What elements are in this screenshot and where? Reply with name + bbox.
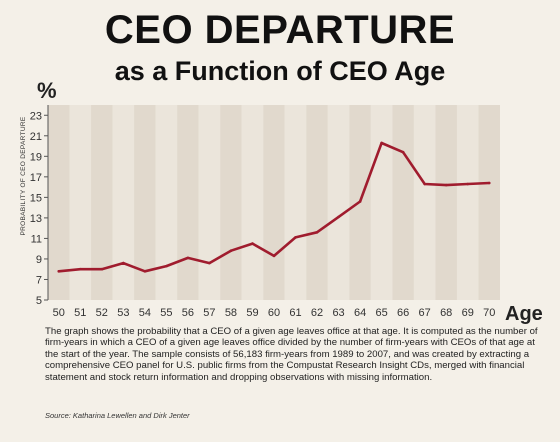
age-column-band [241,105,264,300]
y-tick-label: 19 [30,151,42,163]
data-point [78,267,82,271]
y-tick-label: 23 [30,110,42,122]
age-column-band [134,105,156,300]
data-point [272,254,276,258]
y-tick-label: 5 [36,295,42,307]
x-axis-label: Age [505,303,543,325]
y-tick-label: 7 [36,274,42,286]
age-column-band [69,105,92,300]
age-column-band [177,105,199,300]
age-column-band [198,105,221,300]
chart-description: The graph shows the probability that a C… [45,326,538,383]
y-tick-label: 17 [30,172,42,184]
data-point [165,264,168,268]
age-column-band [478,105,500,300]
age-column-band [413,105,436,300]
age-column-band [91,105,113,300]
age-column-band [456,105,479,300]
x-tick-label: 65 [375,307,387,319]
y-unit-label: % [37,78,57,103]
age-column-band [392,105,414,300]
age-column-band [263,105,285,300]
chart-title: CEO DEPARTURE [104,8,456,52]
x-tick-label: 56 [182,307,194,319]
y-axis-label: PROBABILITY OF CEO DEPARTURE [20,116,27,236]
age-column-band [284,105,307,300]
x-tick-label: 60 [268,307,280,319]
x-tick-label: 59 [246,307,258,319]
age-column-band [435,105,457,300]
x-tick-label: 67 [419,307,431,319]
data-point [208,261,211,265]
data-point [251,242,254,245]
age-column-band [220,105,242,300]
x-tick-label: 55 [160,307,172,319]
x-tick-label: 51 [74,307,86,319]
data-point [229,249,233,253]
age-column-band [327,105,350,300]
data-point [401,150,405,154]
x-tick-label: 54 [139,307,151,319]
age-column-band [48,105,70,300]
data-point [487,181,491,185]
data-point [380,141,383,145]
x-tick-label: 52 [96,307,108,319]
y-tick-label: 15 [30,192,42,204]
data-point [143,269,147,273]
x-tick-label: 70 [483,307,495,319]
data-point [358,200,362,203]
data-point [337,215,340,219]
x-tick-label: 63 [332,307,344,319]
x-tick-label: 69 [462,307,474,319]
age-column-band [112,105,135,300]
x-tick-label: 66 [397,307,409,319]
x-tick-label: 64 [354,307,366,319]
x-tick-label: 58 [225,307,237,319]
data-point [423,182,426,186]
data-point [315,230,319,234]
y-tick-label: 13 [30,213,42,225]
age-column-band [370,105,393,300]
data-point [186,256,190,260]
x-tick-label: 57 [203,307,215,319]
data-point [100,267,104,271]
age-column-band [306,105,328,300]
data-point [466,182,470,186]
chart-source: Source: Katharina Lewellen and Dirk Jent… [45,411,190,420]
x-tick-label: 53 [117,307,129,319]
x-tick-label: 62 [311,307,323,319]
data-point [444,183,448,187]
chart-subtitle: as a Function of CEO Age [114,56,446,86]
y-tick-label: 21 [30,131,42,143]
x-tick-label: 68 [440,307,452,319]
age-column-band [155,105,178,300]
x-tick-label: 61 [289,307,301,319]
y-tick-label: 11 [31,233,42,245]
data-point [294,236,297,239]
x-tick-label: 50 [53,307,65,319]
y-tick-label: 9 [36,254,42,266]
data-point [122,261,125,265]
data-point [57,269,61,273]
